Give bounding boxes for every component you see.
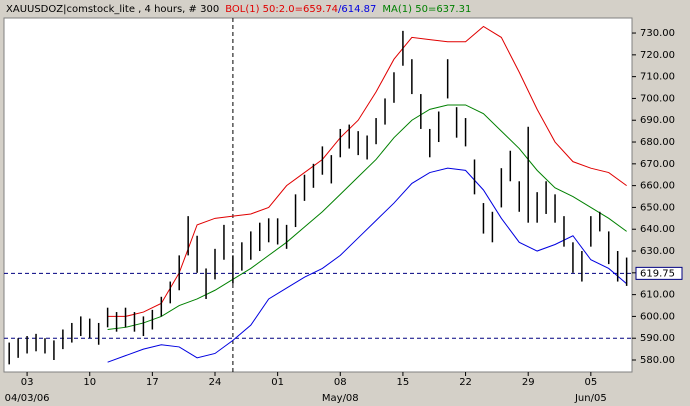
x-tick-label: 05 [584, 377, 597, 388]
x-tick-label: 03 [21, 377, 34, 388]
x-tick-label: 10 [83, 377, 96, 388]
x-tick-label: 24 [209, 377, 222, 388]
x-sublabel: May/08 [322, 393, 359, 404]
band-line [107, 167, 627, 363]
y-tick-label: 710.00 [640, 72, 675, 83]
y-tick-label: 630.00 [640, 246, 675, 257]
x-sublabel: 04/03/06 [5, 393, 50, 404]
y-tick-label: 650.00 [640, 202, 675, 213]
y-tick-label: 660.00 [640, 181, 675, 192]
x-sublabel: Jun/05 [574, 393, 607, 404]
band-line [107, 25, 627, 317]
title-part: XAUUSDOZ|comstock_lite , 4 hours, # 300 [6, 4, 219, 15]
x-tick-label: 08 [334, 377, 347, 388]
y-tick-label: 730.00 [640, 28, 675, 39]
y-tick-label: 590.00 [640, 333, 675, 344]
x-tick-label: 17 [146, 377, 159, 388]
y-tick-label: 700.00 [640, 93, 675, 104]
title-part: MA(1) 50=637.31 [382, 4, 471, 15]
price-label: 619.75 [640, 268, 675, 279]
x-tick-label: 29 [522, 377, 535, 388]
price-label-box [635, 266, 683, 280]
band-line [107, 104, 627, 330]
title-part: BOL(1) 50:2.0=659.74 [225, 4, 338, 15]
y-tick-label: 720.00 [640, 50, 675, 61]
x-tick-label: 22 [459, 377, 472, 388]
y-tick-label: 640.00 [640, 224, 675, 235]
chart-title: XAUUSDOZ|comstock_lite , 4 hours, # 300 B… [6, 4, 471, 15]
y-tick-label: 690.00 [640, 115, 675, 126]
y-tick-label: 610.00 [640, 290, 675, 301]
y-tick-label: 600.00 [640, 311, 675, 322]
plot-area [3, 17, 633, 373]
x-tick-label: 15 [397, 377, 410, 388]
y-tick-label: 580.00 [640, 355, 675, 366]
title-part: /614.87 [338, 4, 376, 15]
y-tick-label: 670.00 [640, 159, 675, 170]
x-tick-label: 01 [271, 377, 284, 388]
y-tick-label: 680.00 [640, 137, 675, 148]
